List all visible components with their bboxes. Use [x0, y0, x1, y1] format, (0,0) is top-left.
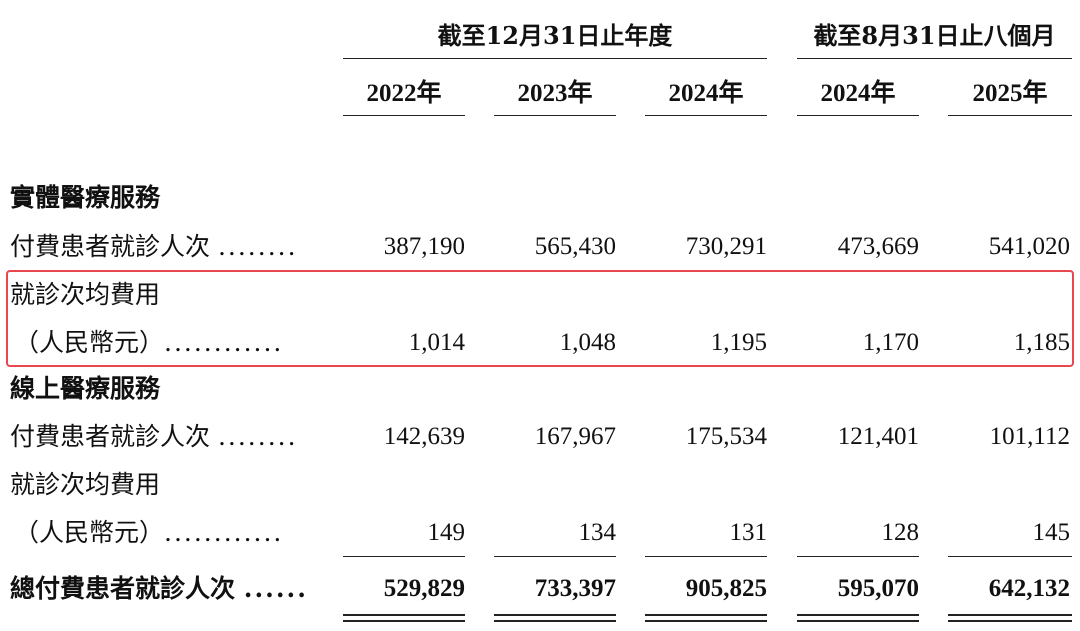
- highlight-box: [6, 270, 1074, 367]
- row-label: 總付費患者就診人次 ......: [10, 574, 308, 603]
- cell-2024-8m: 1,170: [862, 329, 919, 356]
- cell-2025-8m: 1,185: [1013, 329, 1070, 356]
- online-section-row: 線上醫療服務: [0, 366, 1080, 412]
- cell-2022: 142,639: [383, 423, 465, 450]
- subtotal-rule-1: [343, 556, 465, 557]
- year-header-3: 2024年: [668, 80, 744, 107]
- total-double-rule-2b: [494, 620, 616, 622]
- table-row-offline-avg: （人民幣元）............ 1,014 1,048 1,195 1,1…: [0, 320, 1080, 366]
- cell-2022: 387,190: [383, 233, 465, 260]
- total-double-rule-1a: [343, 614, 465, 616]
- cell-2024-8m: 595,070: [837, 575, 919, 602]
- cell-2024: 175,534: [685, 423, 767, 450]
- year-underline-2: [494, 115, 616, 116]
- total-double-rule-4a: [797, 614, 919, 616]
- cell-2024-8m: 121,401: [837, 423, 919, 450]
- table-row-offline-avg-label: 就診次均費用: [0, 272, 1080, 318]
- cell-2023: 167,967: [534, 423, 616, 450]
- row-label: 付費患者就診人次 ........: [10, 232, 298, 261]
- cell-2023: 565,430: [534, 233, 616, 260]
- cell-2022: 529,829: [383, 575, 465, 602]
- subtotal-rule-2: [494, 556, 616, 557]
- year-header-4: 2024年: [820, 80, 896, 107]
- cell-2022: 1,014: [408, 329, 465, 356]
- cell-2022: 149: [427, 519, 466, 546]
- table-row-online-avg-label: 就診次均費用: [0, 462, 1080, 508]
- online-section-title: 線上醫療服務: [10, 374, 161, 403]
- row-label: 就診次均費用: [10, 280, 161, 309]
- group-underline-2: [797, 58, 1072, 59]
- table-row-offline-visits: 付費患者就診人次 ........ 387,190 565,430 730,29…: [0, 224, 1080, 270]
- row-label: 就診次均費用: [10, 470, 161, 499]
- subtotal-rule-4: [797, 556, 919, 557]
- cell-2024: 730,291: [685, 233, 767, 260]
- header-group-eight-months: 截至8月31日止八個月: [813, 21, 1056, 50]
- cell-2024: 905,825: [685, 575, 767, 602]
- offline-section-row: 實體醫療服務: [0, 175, 1080, 221]
- header-group-year-end: 截至12月31日止年度: [437, 21, 673, 50]
- offline-section-title: 實體醫療服務: [10, 183, 161, 212]
- year-header-1: 2022年: [366, 80, 442, 107]
- year-underline-4: [797, 115, 919, 116]
- cell-2023: 134: [578, 519, 617, 546]
- cell-2023: 733,397: [534, 575, 616, 602]
- total-double-rule-3b: [645, 620, 767, 622]
- cell-2024: 131: [729, 519, 768, 546]
- row-label: 付費患者就診人次 ........: [10, 422, 298, 451]
- table-row-total: 總付費患者就診人次 ...... 529,829 733,397 905,825…: [0, 566, 1080, 612]
- subtotal-rule-5: [948, 556, 1072, 557]
- group-underline-1: [343, 58, 767, 59]
- cell-2025-8m: 145: [1032, 519, 1071, 546]
- total-double-rule-1b: [343, 620, 465, 622]
- table-row-online-visits: 付費患者就診人次 ........ 142,639 167,967 175,53…: [0, 414, 1080, 460]
- cell-2025-8m: 642,132: [988, 575, 1070, 602]
- cell-2024-8m: 473,669: [837, 233, 919, 260]
- subtotal-rule-3: [645, 556, 767, 557]
- cell-2025-8m: 101,112: [989, 423, 1070, 450]
- year-underline-1: [343, 115, 465, 116]
- year-header-5: 2025年: [972, 80, 1048, 107]
- row-label: （人民幣元）............: [14, 328, 284, 357]
- year-underline-5: [948, 115, 1072, 116]
- cell-2024: 1,195: [710, 329, 767, 356]
- table-row-online-avg: （人民幣元）............ 149 134 131 128 145: [0, 510, 1080, 556]
- cell-2023: 1,048: [559, 329, 616, 356]
- total-double-rule-2a: [494, 614, 616, 616]
- total-double-rule-5a: [948, 614, 1072, 616]
- year-underline-3: [645, 115, 767, 116]
- total-double-rule-5b: [948, 620, 1072, 622]
- total-double-rule-3a: [645, 614, 767, 616]
- cell-2024-8m: 128: [881, 519, 920, 546]
- row-label: （人民幣元）............: [14, 518, 284, 547]
- year-header-2: 2023年: [517, 80, 593, 107]
- total-double-rule-4b: [797, 620, 919, 622]
- cell-2025-8m: 541,020: [988, 233, 1070, 260]
